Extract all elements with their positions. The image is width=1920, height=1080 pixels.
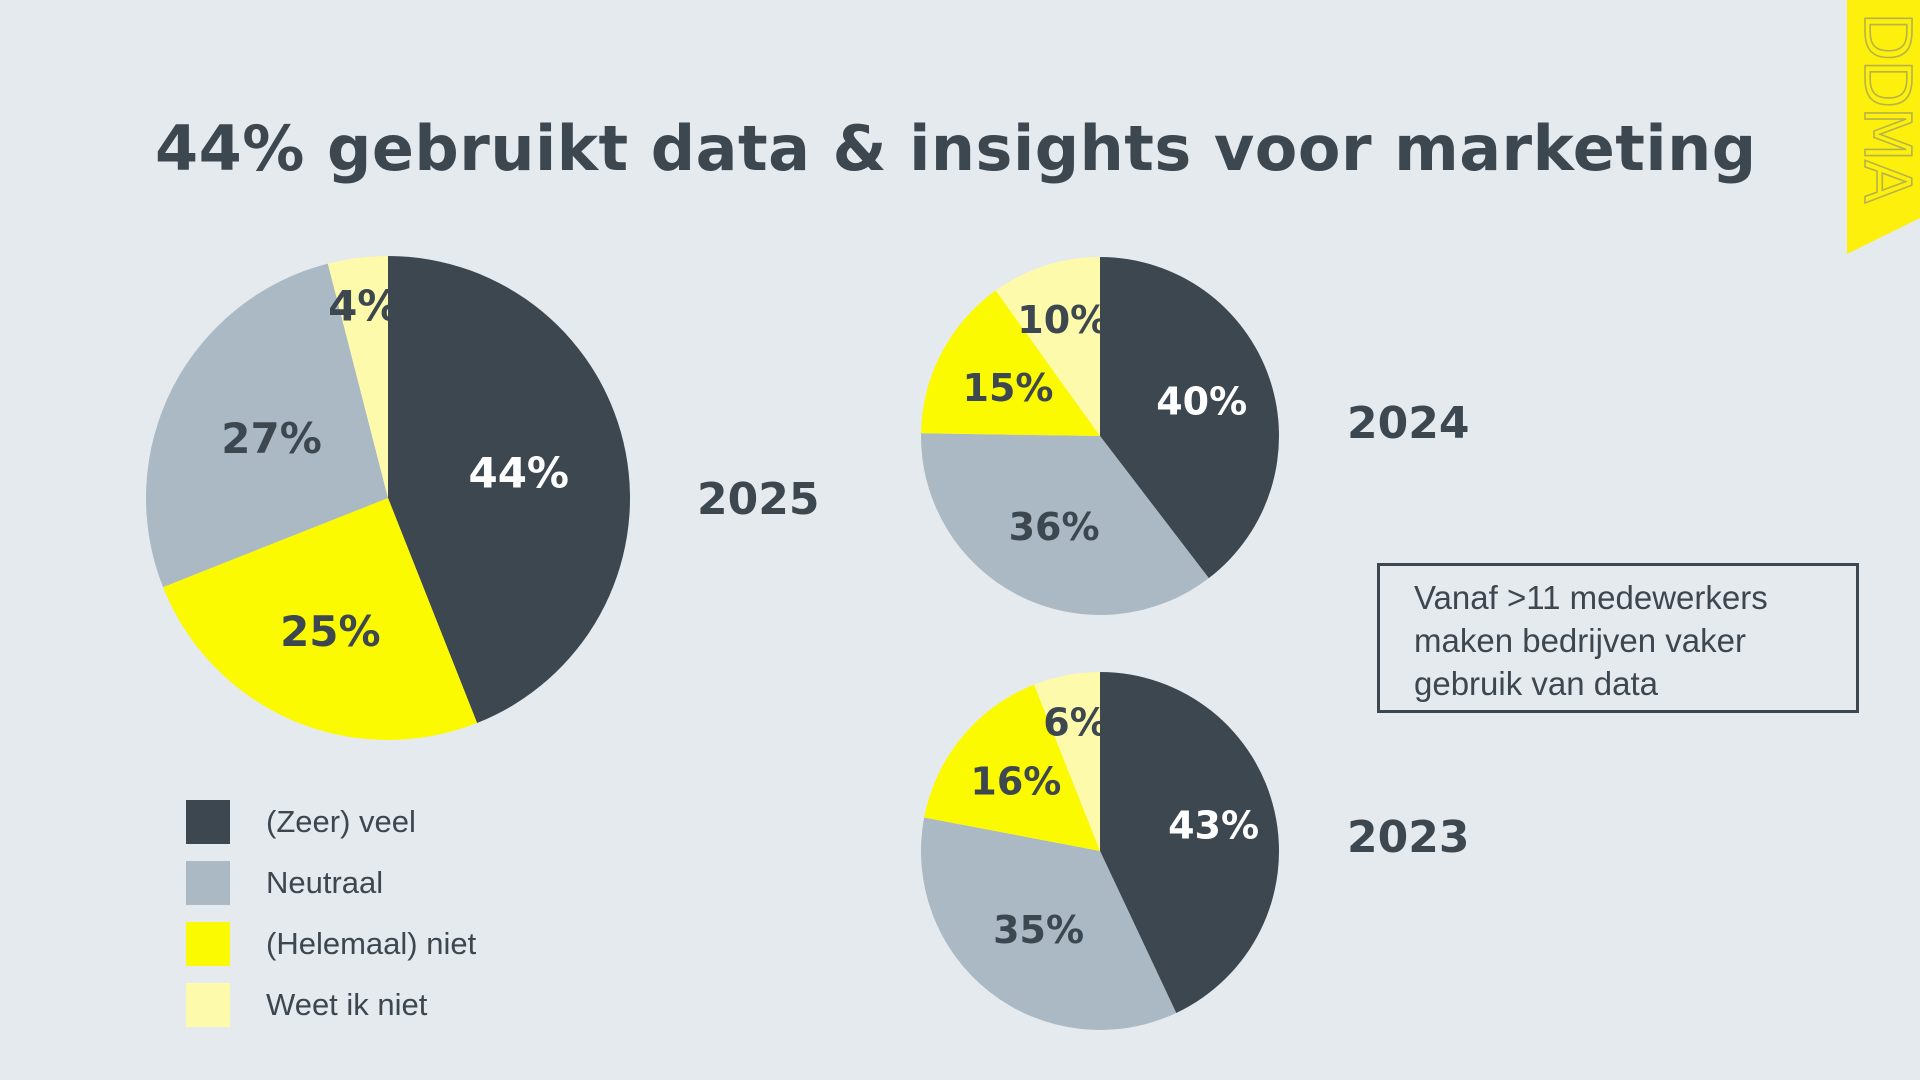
data-label-zeer-veel: 44%: [468, 449, 569, 498]
note-box: Vanaf >11 medewerkers maken bedrijven va…: [1377, 563, 1859, 713]
legend-label: (Helemaal) niet: [266, 926, 477, 961]
legend-swatch: [186, 800, 230, 844]
pie-slice-weet-ik-niet: [327, 256, 388, 498]
pie-chart-2023: 43% 35% 16% 6%: [921, 672, 1279, 1031]
pie-slice-weet-ik-niet: [1034, 672, 1100, 851]
legend-label: (Zeer) veel: [266, 804, 416, 839]
data-label-helemaal-niet: 16%: [970, 759, 1061, 803]
pie-slice-zeer-veel: [388, 256, 631, 724]
logo-banner: [1847, 0, 1920, 254]
legend-swatch: [186, 983, 230, 1027]
pie-slice-neutraal: [146, 263, 388, 588]
data-label-helemaal-niet: 15%: [963, 366, 1054, 410]
pie-slice-helemaal-niet: [162, 498, 478, 740]
data-label-neutraal: 36%: [1009, 505, 1100, 549]
data-label-neutraal: 27%: [221, 414, 322, 463]
data-label-neutraal: 35%: [993, 908, 1084, 952]
pie-slice-weet-ik-niet: [995, 257, 1100, 436]
data-label-zeer-veel: 43%: [1168, 804, 1259, 848]
data-label-weet-ik-niet: 10%: [1017, 298, 1108, 342]
legend-label: Weet ik niet: [266, 987, 428, 1022]
legend-label: Neutraal: [266, 865, 384, 900]
pie-slice-helemaal-niet: [924, 684, 1100, 851]
year-label-2023: 2023: [1347, 812, 1470, 863]
pie-slice-neutraal: [921, 433, 1209, 615]
logo-text: DDMA: [1849, 12, 1920, 204]
data-label-weet-ik-niet: 6%: [1043, 701, 1108, 745]
pie-slice-zeer-veel: [1100, 257, 1279, 579]
pie-chart-2024: 40% 36% 15% 10%: [921, 257, 1279, 615]
ddma-logo: DDMA: [1847, 0, 1920, 254]
year-label-2024: 2024: [1347, 398, 1470, 449]
year-label-2025: 2025: [697, 474, 820, 525]
pie-slice-neutraal: [921, 817, 1177, 1031]
data-label-zeer-veel: 40%: [1156, 380, 1247, 424]
legend-swatch: [186, 922, 230, 966]
pie-slice-zeer-veel: [1100, 672, 1279, 1013]
page-title: 44% gebruikt data & insights voor market…: [155, 112, 1757, 185]
data-label-helemaal-niet: 25%: [280, 607, 381, 656]
data-label-weet-ik-niet: 4%: [328, 281, 399, 330]
pie-chart-2025: 44% 25% 27% 4%: [146, 256, 631, 740]
legend-swatch: [186, 861, 230, 905]
pie-slice-helemaal-niet: [921, 290, 1100, 436]
